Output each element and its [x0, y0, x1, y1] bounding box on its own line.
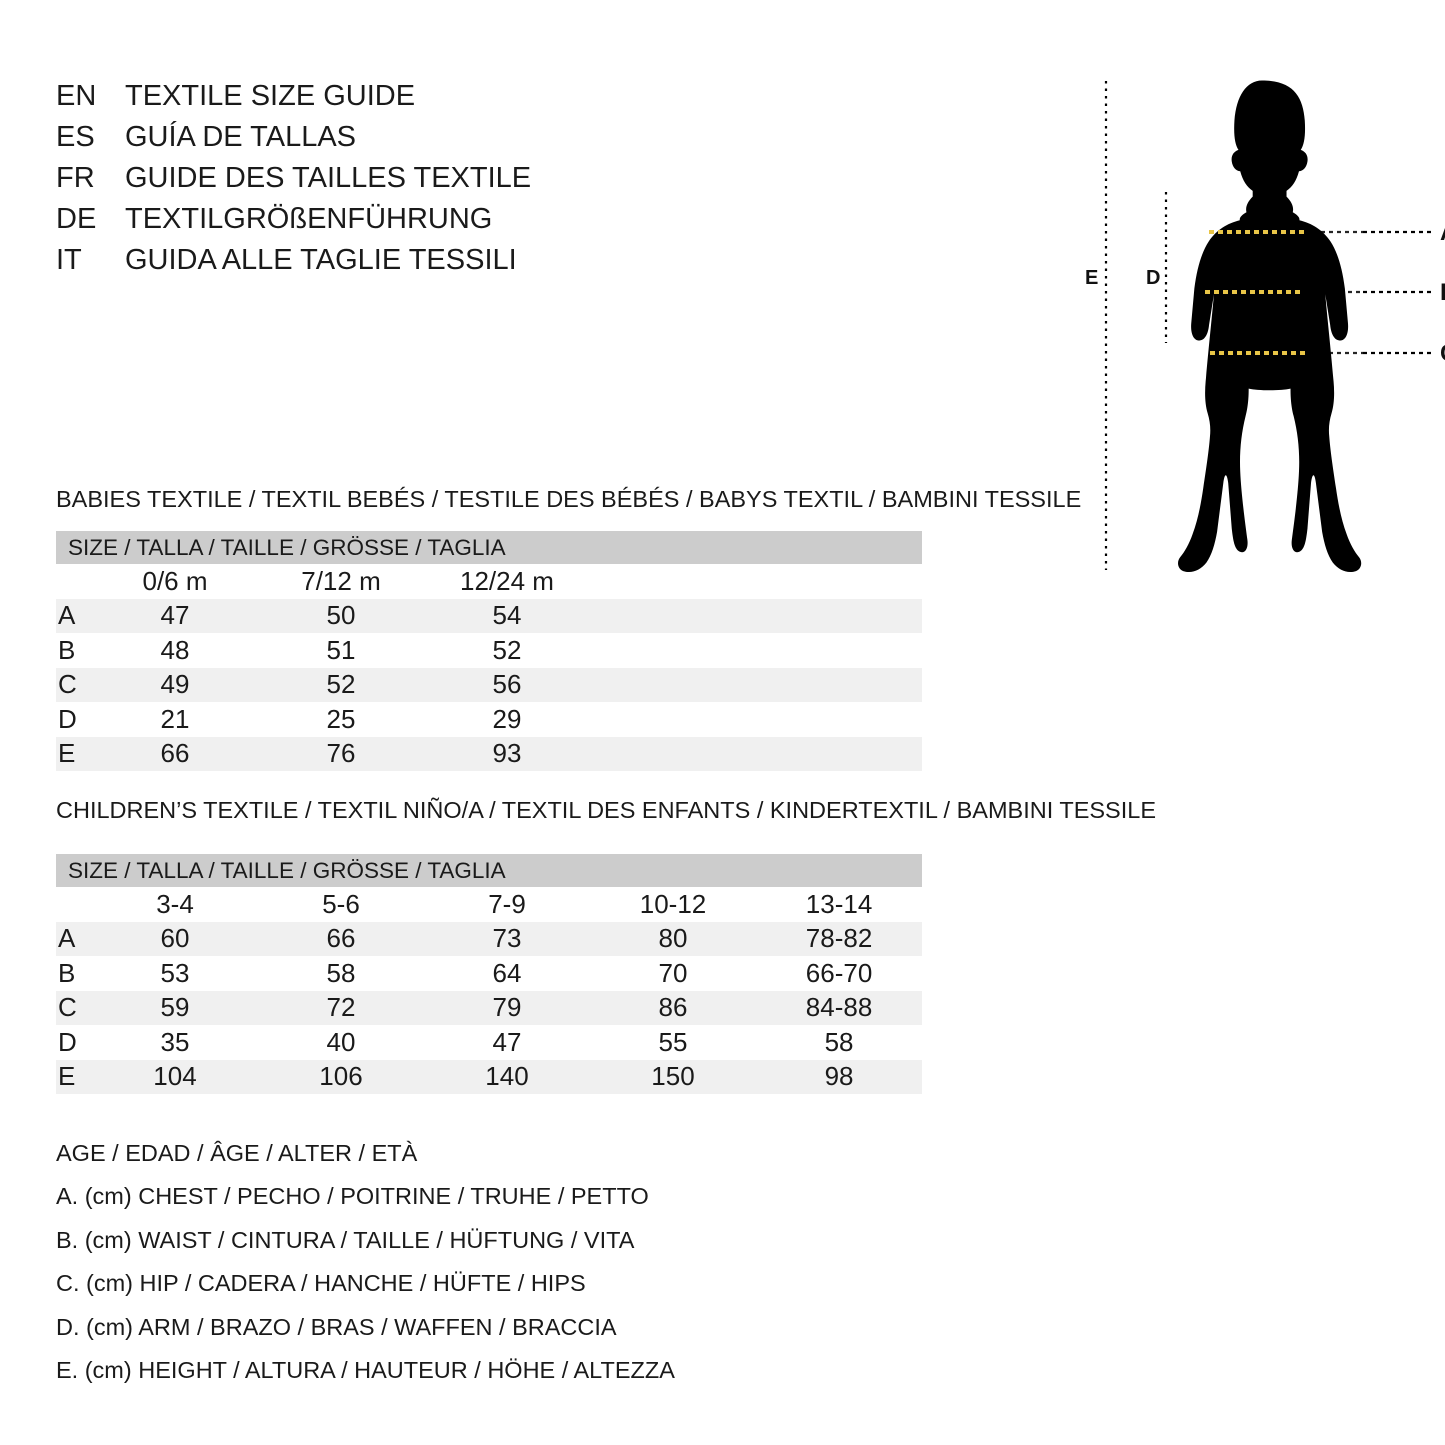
- svg-text:E: E: [1085, 267, 1098, 289]
- svg-text:B: B: [1440, 279, 1445, 306]
- svg-text:A: A: [1440, 219, 1445, 246]
- svg-text:C: C: [1440, 340, 1445, 367]
- svg-text:D: D: [1146, 267, 1160, 289]
